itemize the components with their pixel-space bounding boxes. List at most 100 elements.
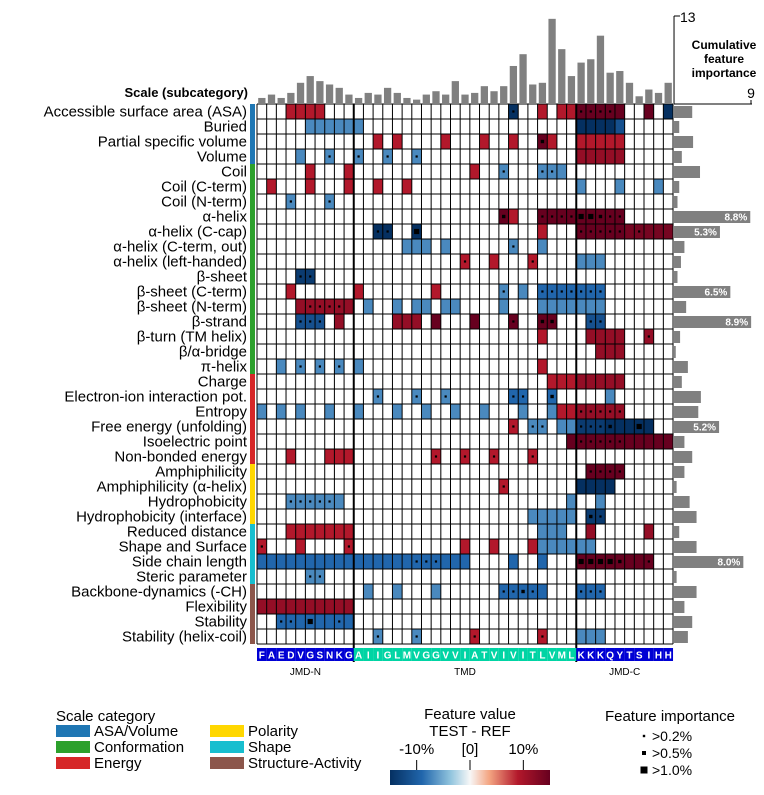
importance-marker — [386, 155, 389, 158]
segment-label: JMD-C — [609, 667, 640, 678]
importance-marker — [541, 290, 544, 293]
heatmap-cell — [537, 224, 548, 239]
importance-marker — [289, 200, 292, 203]
heatmap-cell — [624, 419, 635, 434]
heatmap-cell — [663, 224, 674, 239]
category-strip-segment — [250, 614, 255, 629]
heatmap-cell — [334, 449, 345, 464]
heatmap-cell — [276, 359, 287, 374]
heatmap-cell — [305, 179, 316, 194]
heatmap-cell — [411, 314, 422, 329]
importance-legend-marker — [642, 751, 646, 755]
heatmap-cell — [315, 119, 325, 134]
heatmap-cell — [363, 584, 374, 599]
importance-marker — [580, 590, 583, 593]
heatmap-cell — [614, 419, 625, 434]
heatmap-cell — [585, 134, 596, 149]
importance-marker — [289, 620, 292, 623]
heatmap-cell — [392, 314, 403, 329]
importance-marker — [589, 470, 592, 473]
column-importance-bar — [509, 65, 518, 103]
sequence-residue-box — [286, 648, 296, 661]
sequence-residue-label: H — [655, 651, 662, 662]
importance-marker — [598, 214, 603, 219]
heatmap-cell — [605, 389, 615, 404]
heatmap-cell — [527, 539, 538, 554]
heatmap-cell — [585, 149, 596, 164]
heatmap-cell — [537, 584, 548, 599]
heatmap-cell — [605, 134, 615, 149]
heatmap-cell — [605, 149, 615, 164]
heatmap-cell — [286, 554, 296, 569]
category-legend-label: Shape — [248, 739, 291, 756]
row-importance-bar — [674, 166, 701, 178]
importance-marker — [618, 559, 622, 564]
column-importance-bars — [258, 18, 672, 104]
importance-marker — [260, 545, 263, 548]
heatmap-cell — [392, 584, 403, 599]
importance-marker — [531, 455, 534, 458]
cumulative-axis-title: feature — [704, 52, 744, 66]
row-importance-bar — [674, 526, 680, 538]
heatmap-cell — [460, 554, 470, 569]
heatmap-cell — [556, 539, 567, 554]
column-importance-bar — [325, 84, 334, 103]
sequence-residue-box — [373, 648, 383, 661]
row-importance-bar — [674, 316, 752, 328]
heatmap-cell — [566, 404, 577, 419]
sequence-residue-label: F — [259, 651, 265, 662]
column-importance-bar — [277, 97, 285, 103]
sequence-residue-label: I — [502, 651, 505, 662]
category-strip-segment — [250, 584, 255, 599]
heatmap-cell — [576, 149, 586, 164]
sequence-residue-label: I — [377, 651, 380, 662]
heatmap-cell — [547, 509, 557, 524]
column-importance-bar — [335, 87, 343, 103]
heatmap-cell — [257, 404, 267, 419]
category-legend-swatch — [56, 741, 90, 753]
row-importance-bar — [674, 496, 690, 508]
heatmap-cell — [576, 254, 586, 269]
heatmap-cell — [257, 599, 267, 614]
sequence-residue-box — [489, 648, 499, 661]
row-importance-bar — [674, 361, 688, 373]
importance-marker — [347, 545, 351, 548]
column-importance-bar — [374, 94, 382, 103]
row-importance-bar — [674, 556, 744, 568]
row-label: Partial specific volume — [98, 134, 247, 151]
importance-marker — [607, 558, 613, 565]
heatmap-cell — [547, 134, 557, 149]
importance-marker — [541, 425, 544, 428]
row-label: π-helix — [201, 359, 248, 376]
column-importance-bar — [480, 86, 488, 103]
heatmap-cell — [266, 179, 277, 194]
heatmap-cell — [479, 404, 490, 419]
heatmap-cell — [566, 434, 577, 449]
category-strip-segment — [250, 494, 255, 509]
importance-marker — [299, 320, 302, 323]
row-importance-bar — [674, 286, 731, 298]
sequence-residue-box — [547, 648, 557, 661]
importance-marker — [376, 230, 380, 233]
heatmap-cell — [614, 149, 625, 164]
sequence-residue-label: G — [345, 651, 353, 662]
heatmap-cell — [576, 134, 586, 149]
heatmap-cell — [324, 554, 335, 569]
sequence-residue-label: I — [522, 651, 525, 662]
column-importance-bar — [413, 99, 421, 103]
colorbar-tick-label: [0] — [462, 741, 479, 758]
colorbar-tick-label: -10% — [399, 741, 434, 758]
sequence-residue-box — [353, 648, 364, 661]
row-importance-bar — [674, 136, 694, 148]
sequence-residue-label: I — [647, 651, 650, 662]
row-label: Amphiphilicity (α-helix) — [97, 479, 247, 496]
importance-marker — [580, 425, 583, 428]
heatmap-cell — [315, 599, 325, 614]
column-importance-bar — [587, 59, 595, 103]
row-label: α-helix (C-term, out) — [113, 239, 247, 256]
importance-marker — [328, 305, 331, 308]
sequence-residue-label: M — [558, 651, 566, 662]
row-importance-bar — [674, 481, 677, 493]
importance-marker — [434, 455, 438, 458]
